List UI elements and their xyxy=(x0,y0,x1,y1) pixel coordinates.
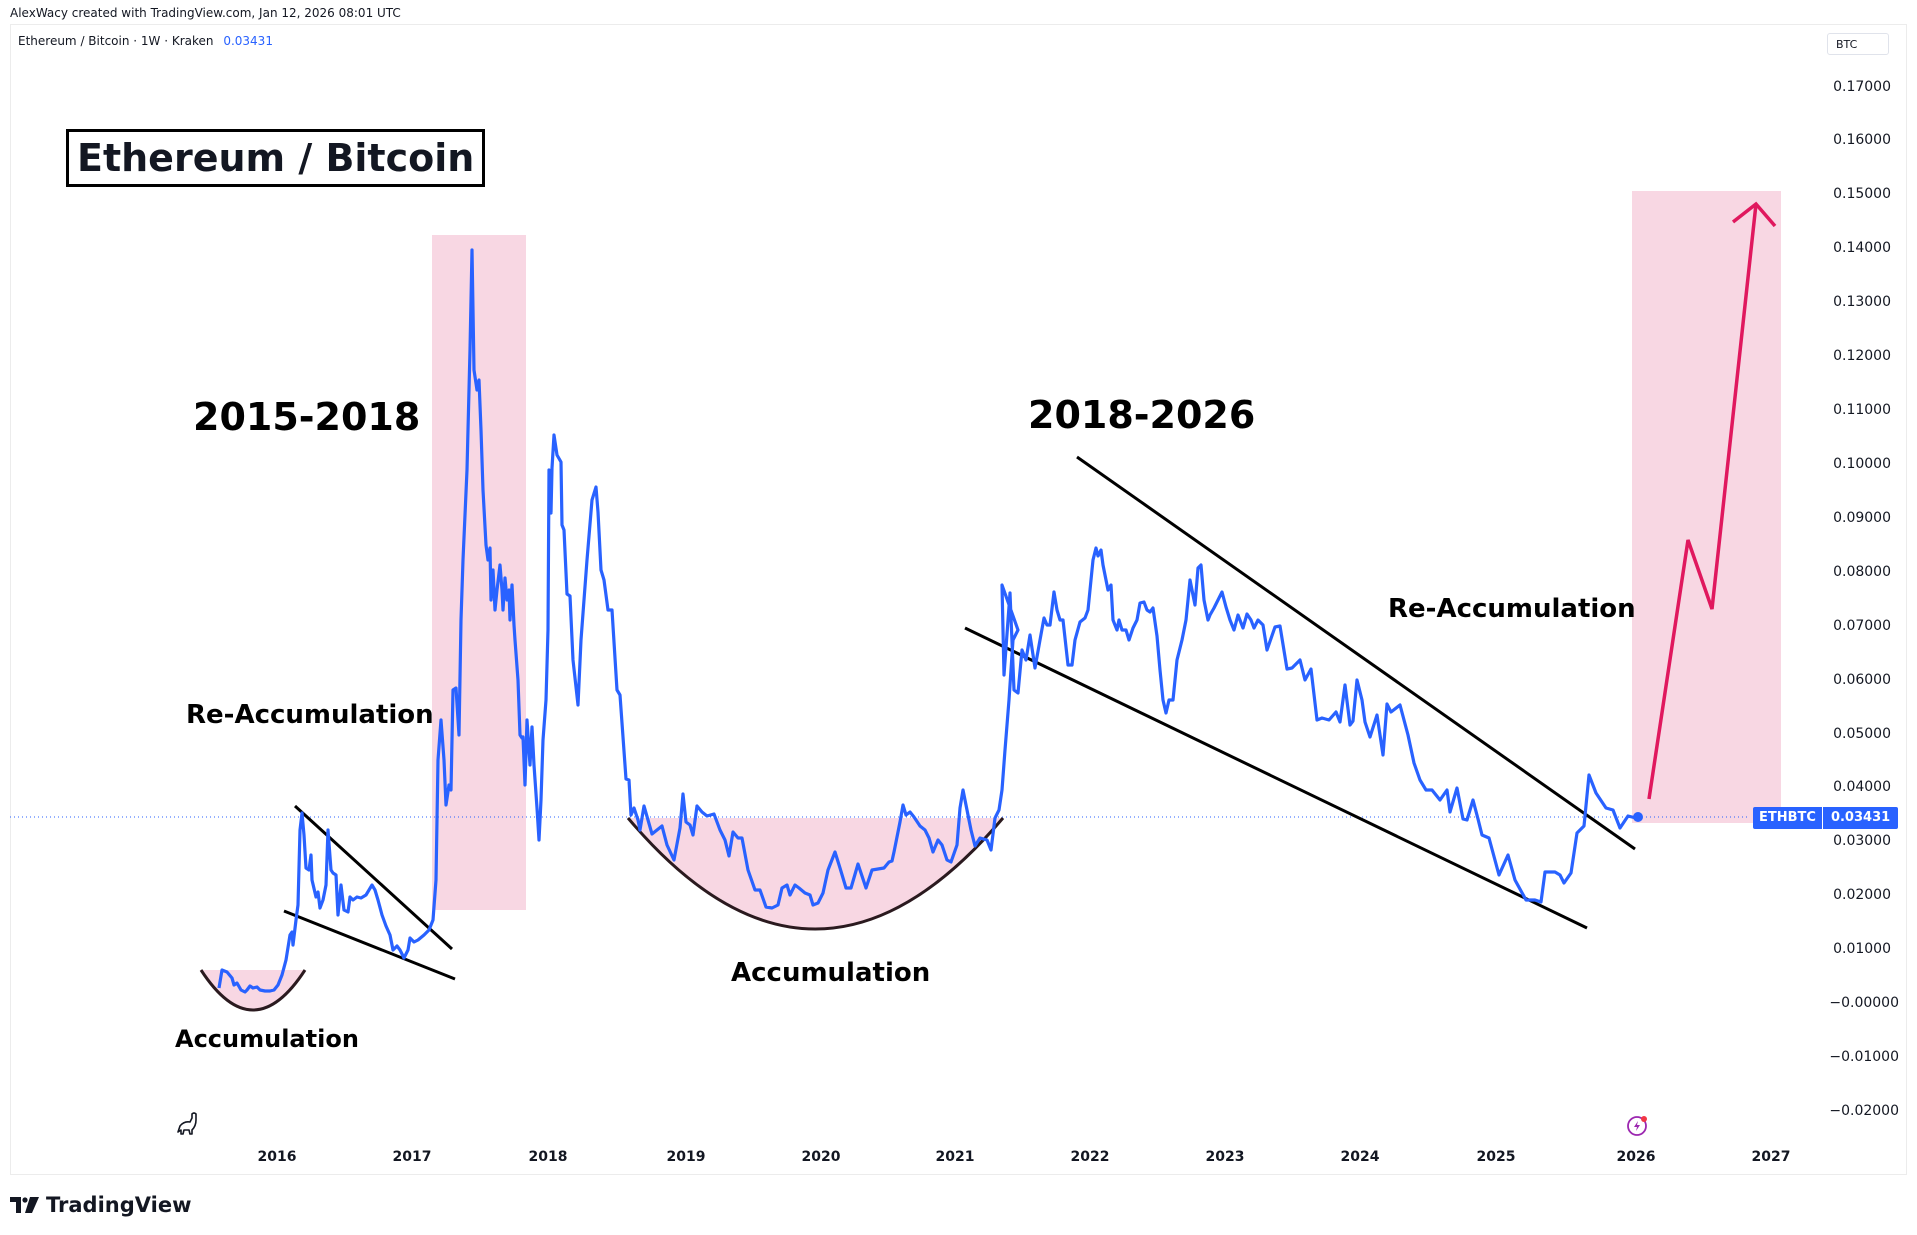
reaccumulation-label-2016[interactable]: Re-Accumulation xyxy=(186,700,434,730)
price-tag-symbol: ETHBTC xyxy=(1753,807,1823,829)
symbol-legend[interactable]: Ethereum / Bitcoin · 1W · Kraken 0.03431 xyxy=(18,34,273,48)
y-tick: 0.13000 xyxy=(1833,294,1891,310)
symbol-label: Ethereum / Bitcoin · 1W · Kraken xyxy=(18,34,214,48)
y-tick: 0.06000 xyxy=(1833,672,1891,688)
y-tick: −0.01000 xyxy=(1829,1049,1899,1065)
highlight-zone-2017 xyxy=(432,235,526,910)
reaccumulation-label-2024[interactable]: Re-Accumulation xyxy=(1388,594,1636,624)
y-tick: 0.11000 xyxy=(1833,402,1891,418)
period-label-2015-2018[interactable]: 2015-2018 xyxy=(193,395,421,439)
projection-arrowhead xyxy=(1731,201,1777,228)
y-tick: 0.10000 xyxy=(1833,456,1891,472)
y-tick: 0.03000 xyxy=(1833,833,1891,849)
tradingview-logo[interactable]: TradingView xyxy=(10,1193,191,1217)
currency-unit-button[interactable]: BTC xyxy=(1827,33,1889,55)
x-tick: 2018 xyxy=(528,1149,568,1165)
chart-credit: AlexWacy created with TradingView.com, J… xyxy=(10,6,401,20)
last-price-dot xyxy=(1633,812,1643,822)
y-tick: −0.00000 xyxy=(1829,995,1899,1011)
y-tick: 0.16000 xyxy=(1833,132,1891,148)
x-tick: 2020 xyxy=(801,1149,841,1165)
ethbtc-price-line xyxy=(217,248,1637,994)
x-tick: 2021 xyxy=(935,1149,975,1165)
accumulation-bowl-large-outline xyxy=(626,817,1005,931)
chart-frame xyxy=(10,24,1907,1175)
accumulation-label-2019[interactable]: Accumulation xyxy=(731,958,931,988)
x-tick: 2022 xyxy=(1070,1149,1110,1165)
trendline-2016-upper[interactable] xyxy=(293,804,454,951)
trendline-2022-upper[interactable] xyxy=(1076,455,1636,851)
y-tick: 0.14000 xyxy=(1833,240,1891,256)
highlight-zone-projection xyxy=(1632,191,1781,823)
x-tick: 2017 xyxy=(392,1149,432,1165)
y-tick: 0.15000 xyxy=(1833,186,1891,202)
y-tick: 0.09000 xyxy=(1833,510,1891,526)
y-tick: 0.07000 xyxy=(1833,618,1891,634)
x-tick: 2026 xyxy=(1616,1149,1656,1165)
y-tick: 0.17000 xyxy=(1833,79,1891,95)
trendline-2016-lower[interactable] xyxy=(283,909,456,981)
y-tick: 0.01000 xyxy=(1833,941,1891,957)
chart-title-box[interactable]: Ethereum / Bitcoin xyxy=(66,129,486,187)
tradingview-logo-icon xyxy=(10,1197,39,1213)
flash-notification-icon[interactable] xyxy=(1627,1116,1647,1136)
accumulation-bowl-small-outline xyxy=(199,969,307,1012)
accumulation-label-2015[interactable]: Accumulation xyxy=(175,1025,359,1053)
tradingview-brand: TradingView xyxy=(46,1193,192,1217)
y-tick: 0.12000 xyxy=(1833,348,1891,364)
x-tick: 2027 xyxy=(1751,1149,1791,1165)
x-tick: 2025 xyxy=(1476,1149,1516,1165)
price-tag-value: 0.03431 xyxy=(1822,807,1899,829)
x-tick: 2024 xyxy=(1340,1149,1380,1165)
y-tick: 0.08000 xyxy=(1833,564,1891,580)
period-label-2018-2026[interactable]: 2018-2026 xyxy=(1028,393,1256,437)
x-tick: 2016 xyxy=(257,1149,297,1165)
y-tick: 0.05000 xyxy=(1833,726,1891,742)
y-tick: 0.04000 xyxy=(1833,779,1891,795)
dinosaur-icon xyxy=(177,1112,197,1135)
projection-arrow[interactable] xyxy=(1647,203,1758,800)
y-tick: −0.02000 xyxy=(1829,1103,1899,1119)
last-price-tag: ETHBTC 0.03431 xyxy=(1753,807,1899,829)
trendline-2022-lower[interactable] xyxy=(964,626,1588,930)
x-tick: 2019 xyxy=(666,1149,706,1165)
x-tick: 2023 xyxy=(1205,1149,1245,1165)
y-tick: 0.02000 xyxy=(1833,887,1891,903)
legend-last-price: 0.03431 xyxy=(223,34,273,48)
